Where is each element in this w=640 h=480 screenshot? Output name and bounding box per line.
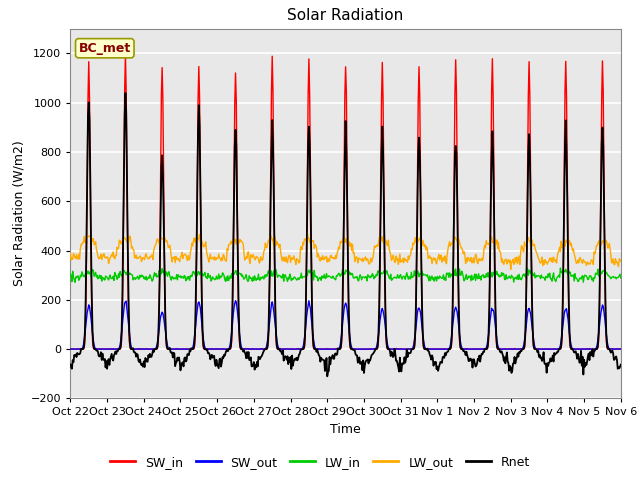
- Rnet: [392, 358, 400, 364]
- LW_in: [338, 272, 346, 277]
- LW_out: [188, 247, 195, 252]
- Rnet: [339, 302, 346, 308]
- SW_out: [188, 346, 196, 352]
- LW_out: [303, 230, 311, 236]
- LW_in: [212, 276, 220, 282]
- LW_out: [507, 266, 515, 272]
- LW_out: [445, 239, 453, 245]
- Line: SW_in: SW_in: [70, 54, 621, 349]
- SW_in: [392, 346, 399, 352]
- SW_out: [617, 346, 625, 352]
- SW_in: [445, 346, 453, 352]
- Rnet: [188, 346, 196, 352]
- SW_in: [122, 51, 129, 57]
- LW_out: [338, 240, 346, 245]
- Line: LW_in: LW_in: [70, 268, 621, 282]
- Rnet: [67, 361, 74, 367]
- SW_out: [69, 346, 77, 352]
- SW_out: [447, 343, 454, 348]
- LW_out: [67, 251, 74, 256]
- LW_in: [71, 279, 79, 285]
- SW_out: [568, 345, 576, 351]
- SW_in: [212, 346, 220, 352]
- Legend: SW_in, SW_out, LW_in, LW_out, Rnet: SW_in, SW_out, LW_in, LW_out, Rnet: [105, 451, 535, 474]
- SW_in: [617, 346, 625, 352]
- Rnet: [323, 373, 331, 379]
- SW_in: [188, 346, 196, 352]
- SW_in: [67, 346, 74, 352]
- Line: SW_out: SW_out: [70, 301, 621, 349]
- SW_out: [232, 298, 239, 304]
- LW_out: [568, 244, 576, 250]
- LW_out: [617, 258, 625, 264]
- LW_in: [617, 275, 625, 281]
- SW_out: [67, 346, 74, 352]
- LW_in: [188, 274, 196, 279]
- SW_out: [392, 346, 400, 352]
- LW_in: [557, 265, 564, 271]
- Rnet: [447, 346, 454, 352]
- Title: Solar Radiation: Solar Radiation: [287, 9, 404, 24]
- Rnet: [568, 346, 576, 352]
- SW_out: [212, 346, 220, 352]
- LW_out: [392, 260, 399, 265]
- X-axis label: Time: Time: [330, 423, 361, 436]
- SW_in: [567, 346, 575, 352]
- Line: LW_out: LW_out: [70, 233, 621, 269]
- Rnet: [212, 363, 220, 369]
- Y-axis label: Solar Radiation (W/m2): Solar Radiation (W/m2): [12, 141, 26, 287]
- LW_in: [445, 270, 453, 276]
- LW_in: [392, 275, 399, 280]
- SW_in: [338, 338, 346, 344]
- Rnet: [122, 90, 129, 96]
- LW_out: [211, 254, 219, 260]
- Rnet: [617, 362, 625, 368]
- Text: BC_met: BC_met: [79, 42, 131, 55]
- SW_out: [339, 321, 346, 327]
- Line: Rnet: Rnet: [70, 93, 621, 376]
- LW_in: [67, 271, 74, 276]
- LW_in: [568, 273, 576, 279]
